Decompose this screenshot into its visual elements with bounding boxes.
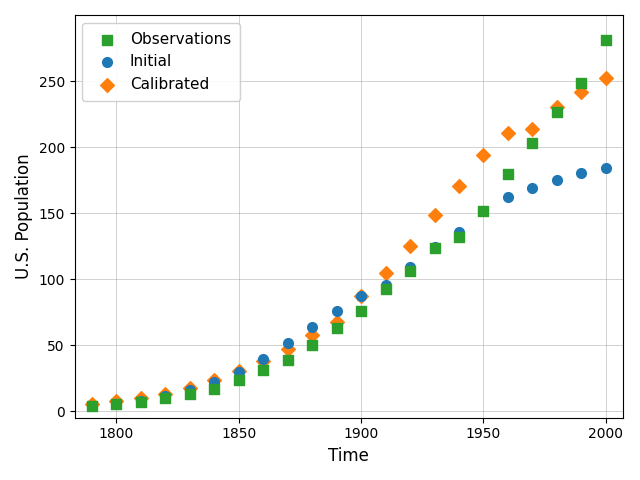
Observations <box>405 267 415 275</box>
Calibrated <box>356 292 366 300</box>
Initial <box>380 281 390 289</box>
X-axis label: Time: Time <box>328 447 369 465</box>
Calibrated <box>160 390 170 397</box>
Calibrated <box>527 125 538 132</box>
Calibrated <box>332 318 342 326</box>
Initial <box>160 392 170 400</box>
Calibrated <box>429 211 440 219</box>
Calibrated <box>601 74 611 82</box>
Initial <box>552 176 562 184</box>
Observations <box>234 377 244 384</box>
Observations <box>503 170 513 178</box>
Initial <box>234 368 244 375</box>
Initial <box>332 307 342 315</box>
Observations <box>258 366 268 373</box>
Initial <box>307 324 317 331</box>
Observations <box>601 36 611 43</box>
Calibrated <box>576 88 586 96</box>
Observations <box>478 207 488 215</box>
Observations <box>332 324 342 332</box>
Calibrated <box>111 397 122 405</box>
Initial <box>136 396 146 404</box>
Initial <box>184 386 195 394</box>
Calibrated <box>209 376 220 384</box>
Initial <box>527 184 538 192</box>
Calibrated <box>136 395 146 402</box>
Initial <box>209 378 220 385</box>
Observations <box>136 398 146 406</box>
Initial <box>258 355 268 362</box>
Calibrated <box>380 269 390 277</box>
Initial <box>576 169 586 177</box>
Initial <box>86 402 97 410</box>
Initial <box>454 228 464 235</box>
Initial <box>429 243 440 251</box>
Calibrated <box>454 182 464 190</box>
Calibrated <box>86 400 97 408</box>
Calibrated <box>552 104 562 111</box>
Initial <box>111 400 122 408</box>
Calibrated <box>184 384 195 392</box>
Observations <box>380 286 390 293</box>
Observations <box>111 400 122 408</box>
Observations <box>429 245 440 252</box>
Calibrated <box>478 151 488 159</box>
Calibrated <box>282 345 292 353</box>
Calibrated <box>405 242 415 250</box>
Calibrated <box>234 367 244 375</box>
Initial <box>503 193 513 201</box>
Initial <box>405 264 415 271</box>
Calibrated <box>503 129 513 137</box>
Initial <box>601 164 611 171</box>
Observations <box>356 307 366 314</box>
Observations <box>160 395 170 402</box>
Y-axis label: U.S. Population: U.S. Population <box>15 154 33 279</box>
Initial <box>478 207 488 215</box>
Observations <box>209 384 220 392</box>
Legend: Observations, Initial, Calibrated: Observations, Initial, Calibrated <box>83 23 240 101</box>
Observations <box>184 390 195 398</box>
Observations <box>86 402 97 410</box>
Observations <box>527 139 538 146</box>
Initial <box>356 292 366 300</box>
Observations <box>307 341 317 348</box>
Observations <box>576 79 586 86</box>
Calibrated <box>258 357 268 365</box>
Calibrated <box>307 331 317 339</box>
Observations <box>454 233 464 240</box>
Initial <box>282 339 292 347</box>
Observations <box>552 108 562 116</box>
Observations <box>282 356 292 364</box>
